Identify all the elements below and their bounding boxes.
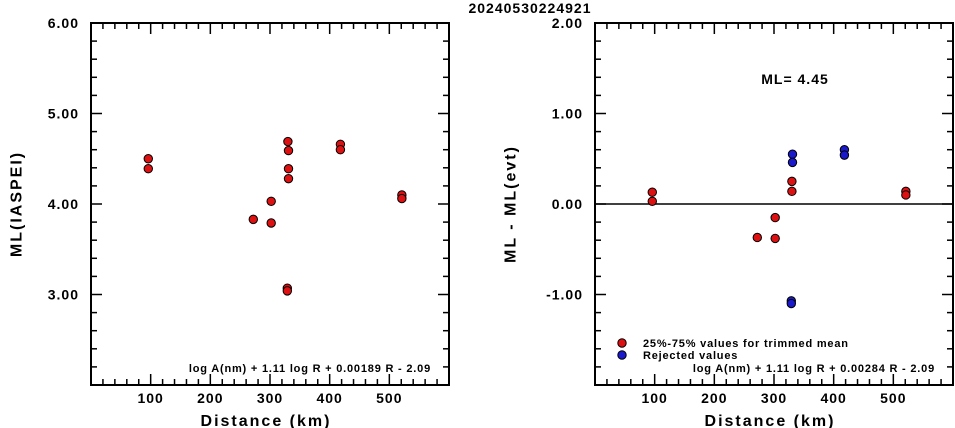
- right-data-point: [787, 157, 798, 168]
- left-y-tick-label: 5.00: [48, 106, 79, 122]
- right-data-point: [647, 187, 657, 197]
- right-data-point: [647, 196, 657, 206]
- right-legend-label: 25%-75% values for trimmed mean: [643, 338, 849, 350]
- left-y-axis-label: ML(IASPEI): [9, 151, 26, 257]
- left-y-tick-label: 3.00: [48, 287, 79, 303]
- right-x-tick-label: 100: [641, 390, 667, 406]
- right-formula: log A(nm) + 1.11 log R + 0.00284 R - 2.0…: [693, 363, 935, 375]
- right-plot: 100 200 300 400 500 -1.00 0.00 1.00 2.00 Distance…: [503, 15, 954, 428]
- right-data-point: [786, 298, 797, 309]
- left-plot: 100 200 300 400 500 3.00 4.00 5.00 6.00 Distance …: [9, 15, 450, 428]
- left-data-point: [397, 193, 407, 204]
- left-data-point: [335, 145, 346, 155]
- right-data-point: [787, 149, 798, 159]
- left-data-point: [266, 196, 276, 206]
- chart-title: 20240530224921: [468, 0, 591, 16]
- right-data-point: [770, 233, 780, 244]
- right-data-point: [787, 176, 797, 187]
- right-ml-annotation: ML= 4.45: [761, 71, 829, 87]
- right-y-tick-label: 1.00: [552, 106, 583, 122]
- left-y-tick-label: 4.00: [48, 196, 79, 212]
- left-y-tick-label: 6.00: [48, 15, 79, 31]
- right-y-tick-label: -1.00: [546, 287, 583, 303]
- left-formula: log A(nm) + 1.11 log R + 0.00189 R - 2.0…: [189, 363, 431, 375]
- right-legend-marker: [617, 338, 627, 348]
- right-y-tick-label: 0.00: [552, 196, 583, 212]
- left-data-point: [283, 145, 294, 156]
- right-data-point: [787, 186, 797, 197]
- left-x-tick-label: 400: [316, 390, 342, 406]
- right-y-axis-label: ML - ML(evt): [503, 145, 520, 263]
- right-x-tick-label: 500: [880, 390, 906, 406]
- right-x-tick-label: 300: [761, 390, 787, 406]
- right-data-point: [752, 232, 762, 243]
- right-legend-label: Rejected values: [643, 350, 738, 362]
- right-x-tick-label: 400: [820, 390, 846, 406]
- right-data-point: [901, 190, 911, 200]
- left-x-axis-label: Distance (km): [201, 413, 332, 428]
- right-x-tick-label: 200: [701, 390, 727, 406]
- left-x-tick-label: 500: [376, 390, 402, 406]
- left-data-point: [283, 136, 293, 147]
- left-x-tick-label: 200: [197, 390, 223, 406]
- left-x-tick-label: 300: [257, 390, 283, 406]
- left-data-point: [283, 164, 294, 174]
- left-data-point: [248, 214, 258, 225]
- plots-group: 100 200 300 400 500 3.00 4.00 5.00 6.00 Distance …: [9, 15, 954, 428]
- left-data-point: [266, 218, 276, 228]
- left-x-tick-label: 100: [137, 390, 163, 406]
- right-legend-marker: [617, 350, 627, 360]
- right-data-point: [770, 212, 780, 223]
- left-data-point: [143, 164, 153, 174]
- right-x-axis-label: Distance (km): [705, 413, 836, 428]
- left-data-point: [282, 286, 293, 296]
- right-y-tick-label: 2.00: [552, 15, 583, 31]
- left-data-point: [143, 154, 153, 164]
- right-data-point: [839, 150, 850, 160]
- left-data-point: [283, 173, 294, 184]
